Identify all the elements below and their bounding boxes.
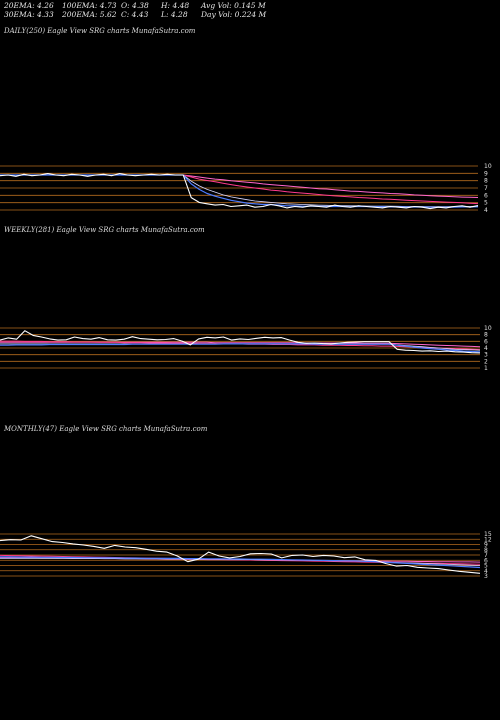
ema20-line [0,343,481,353]
y-tick-label: 10 [484,163,492,170]
stat-30ema: 30EMA: 4.33 [4,10,54,19]
stat-close: C: 4.43 [121,10,149,19]
y-tick-label: 6 [484,338,488,345]
y-tick-label: 7 [484,552,488,559]
stat-open: O: 4.38 [121,1,149,10]
price-line [0,330,481,354]
price-line [0,535,481,574]
daily-panel-label: DAILY(250) Eagle View SRG charts MunafaS… [4,27,196,35]
stat-100ema: 100EMA: 4.73 [62,1,117,10]
price-line [0,173,479,210]
stat-20ema: 20EMA: 4.26 [4,1,54,10]
y-tick-label: 3 [484,352,488,359]
y-tick-label: 6 [484,192,488,199]
ema20-line [0,556,481,569]
y-tick-label: 4 [484,345,488,352]
monthly-panel-label: MONTHLY(47) Eagle View SRG charts Munafa… [4,425,208,433]
y-tick-label: 4 [484,207,488,214]
stat-200ema: 200EMA: 5.62 [62,10,117,19]
weekly-panel-label: WEEKLY(281) Eagle View SRG charts Munafa… [4,226,205,234]
y-tick-label: 3 [484,573,488,580]
stat-avg-vol: Avg Vol: 0.145 M [201,1,266,10]
y-tick-label: 5 [484,563,488,570]
y-tick-label: 5 [484,200,488,207]
y-tick-label: 9 [484,170,488,177]
y-tick-label: 1 [484,365,488,372]
y-tick-label: 15 [484,531,492,538]
stat-high: H: 4.48 [161,1,190,10]
y-tick-label: 12 [484,536,492,543]
y-tick-label: 6 [484,557,488,564]
y-tick-label: 8 [484,178,488,185]
stat-day-vol: Day Vol: 0.224 M [201,10,267,19]
y-tick-label: 8 [484,332,488,339]
y-tick-label: 2 [484,358,488,365]
y-tick-label: 10 [484,325,492,332]
ema100-line [0,174,479,205]
y-tick-label: 9 [484,542,488,549]
y-tick-label: 4 [484,568,488,575]
stat-low: L: 4.28 [161,10,188,19]
y-tick-label: 8 [484,547,488,554]
y-tick-label: 7 [484,185,488,192]
